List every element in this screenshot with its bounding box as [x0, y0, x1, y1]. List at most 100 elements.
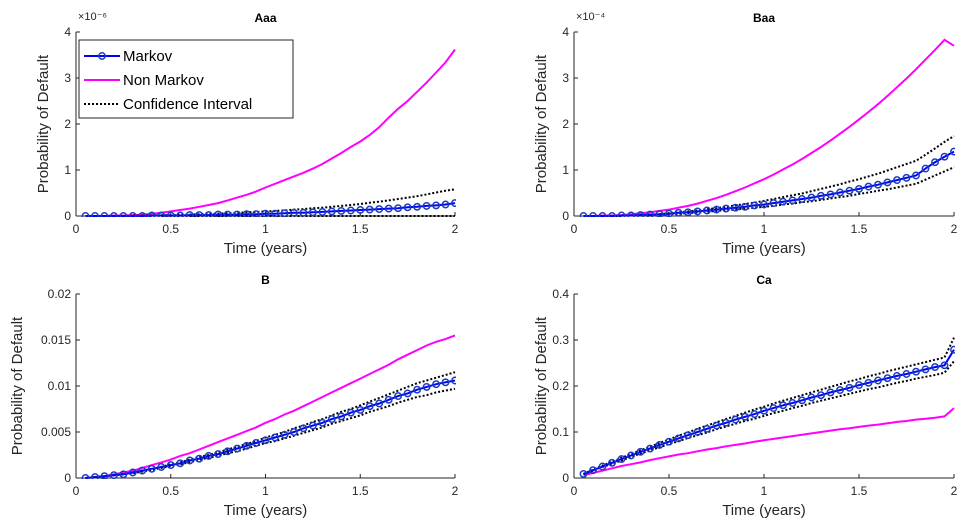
- y-tick-label: 1: [64, 163, 71, 177]
- markov-point: [147, 464, 156, 473]
- y-tick-label: 0: [562, 209, 569, 223]
- markov-point: [299, 208, 308, 217]
- markov-point: [128, 468, 137, 477]
- markov-point: [807, 393, 816, 402]
- x-axis-label: Time (years): [722, 240, 806, 257]
- markov-point: [157, 463, 166, 471]
- markov-point: [836, 386, 844, 395]
- legend-label: Markov: [123, 48, 173, 65]
- y-tick-label: 0.01: [48, 379, 72, 393]
- markov-point: [655, 210, 664, 217]
- markov-point: [204, 451, 213, 460]
- markov-point: [204, 211, 213, 217]
- markov-point: [422, 382, 431, 391]
- markov-point: [337, 206, 346, 215]
- series-ci-upper-line: [583, 337, 955, 475]
- series-ci-lower-line: [583, 360, 955, 476]
- markov-point: [365, 402, 374, 411]
- plot-area: [579, 337, 955, 478]
- markov-point: [902, 370, 911, 378]
- markov-point: [817, 391, 825, 400]
- x-tick-label: 0.5: [162, 222, 179, 236]
- markov-point: [617, 455, 626, 464]
- markov-point: [826, 388, 835, 397]
- y-tick-label: 1: [562, 163, 569, 177]
- y-tick-label: 0.1: [552, 425, 569, 439]
- series-ci-lower-line: [583, 166, 955, 217]
- markov-point: [855, 184, 863, 193]
- markov-point: [579, 469, 588, 478]
- x-tick-label: 0: [73, 484, 80, 498]
- markov-point: [271, 433, 279, 442]
- markov-point: [674, 434, 683, 443]
- y-tick-label: 0.4: [552, 287, 569, 301]
- plot-area: [81, 334, 456, 479]
- markov-point: [346, 206, 355, 215]
- markov-point: [394, 204, 403, 213]
- markov-point: [176, 459, 185, 468]
- markov-point: [703, 424, 711, 433]
- markov-point: [138, 212, 147, 217]
- series-non-markov-line: [583, 407, 955, 477]
- y-tick-label: 3: [64, 71, 71, 85]
- markov-point: [931, 363, 939, 372]
- markov-point: [166, 211, 175, 217]
- markov-point: [712, 205, 721, 214]
- markov-point: [902, 173, 911, 182]
- markov-point: [589, 212, 597, 217]
- x-tick-label: 1.5: [851, 222, 868, 236]
- series-non-markov-line: [583, 38, 955, 217]
- markov-point: [166, 461, 175, 470]
- markov-point: [579, 212, 588, 217]
- x-tick-label: 0: [571, 222, 578, 236]
- markov-point: [836, 188, 844, 197]
- markov-point: [185, 456, 194, 465]
- markov-point: [636, 447, 645, 456]
- markov-point: [233, 210, 242, 217]
- markov-point: [261, 436, 270, 445]
- markov-point: [693, 207, 702, 216]
- markov-point: [375, 399, 384, 408]
- y-tick-label: 0.005: [41, 425, 71, 439]
- x-tick-label: 0: [73, 222, 80, 236]
- markov-point: [413, 385, 422, 394]
- x-tick-label: 0.5: [661, 222, 678, 236]
- markov-point: [403, 389, 412, 398]
- series-ci-lower-line: [85, 387, 456, 479]
- markov-point: [223, 210, 232, 217]
- y-tick-label: 0.3: [552, 333, 569, 347]
- markov-point: [731, 203, 740, 212]
- markov-point: [693, 428, 702, 436]
- markov-point: [185, 211, 194, 217]
- markov-point: [798, 195, 806, 203]
- series-non-markov-line: [85, 334, 456, 479]
- markov-point: [912, 367, 920, 376]
- markov-point: [798, 396, 806, 405]
- markov-point: [741, 412, 749, 421]
- markov-point: [413, 202, 422, 211]
- markov-point: [817, 191, 825, 200]
- markov-point: [119, 212, 128, 217]
- markov-point: [655, 440, 664, 449]
- markov-point: [308, 421, 317, 430]
- y-tick-label: 0: [562, 471, 569, 485]
- y-tick-label: 0.2: [552, 379, 569, 393]
- markov-point: [608, 458, 616, 467]
- markov-point: [893, 176, 901, 185]
- markov-point: [91, 473, 99, 479]
- markov-point: [636, 211, 645, 217]
- markov-point: [931, 158, 939, 167]
- markov-point: [912, 171, 920, 180]
- x-tick-label: 1.5: [352, 484, 369, 498]
- markov-point: [940, 152, 949, 161]
- y-tick-label: 0.015: [41, 333, 71, 347]
- markov-point: [750, 201, 759, 210]
- y-axis-label: Probability of Default: [35, 54, 52, 193]
- markov-point: [608, 212, 616, 217]
- legend-markov-marker: [98, 52, 106, 60]
- markov-point: [627, 451, 635, 460]
- markov-point: [356, 206, 365, 214]
- markov-point: [845, 383, 854, 392]
- markov-point: [788, 399, 797, 407]
